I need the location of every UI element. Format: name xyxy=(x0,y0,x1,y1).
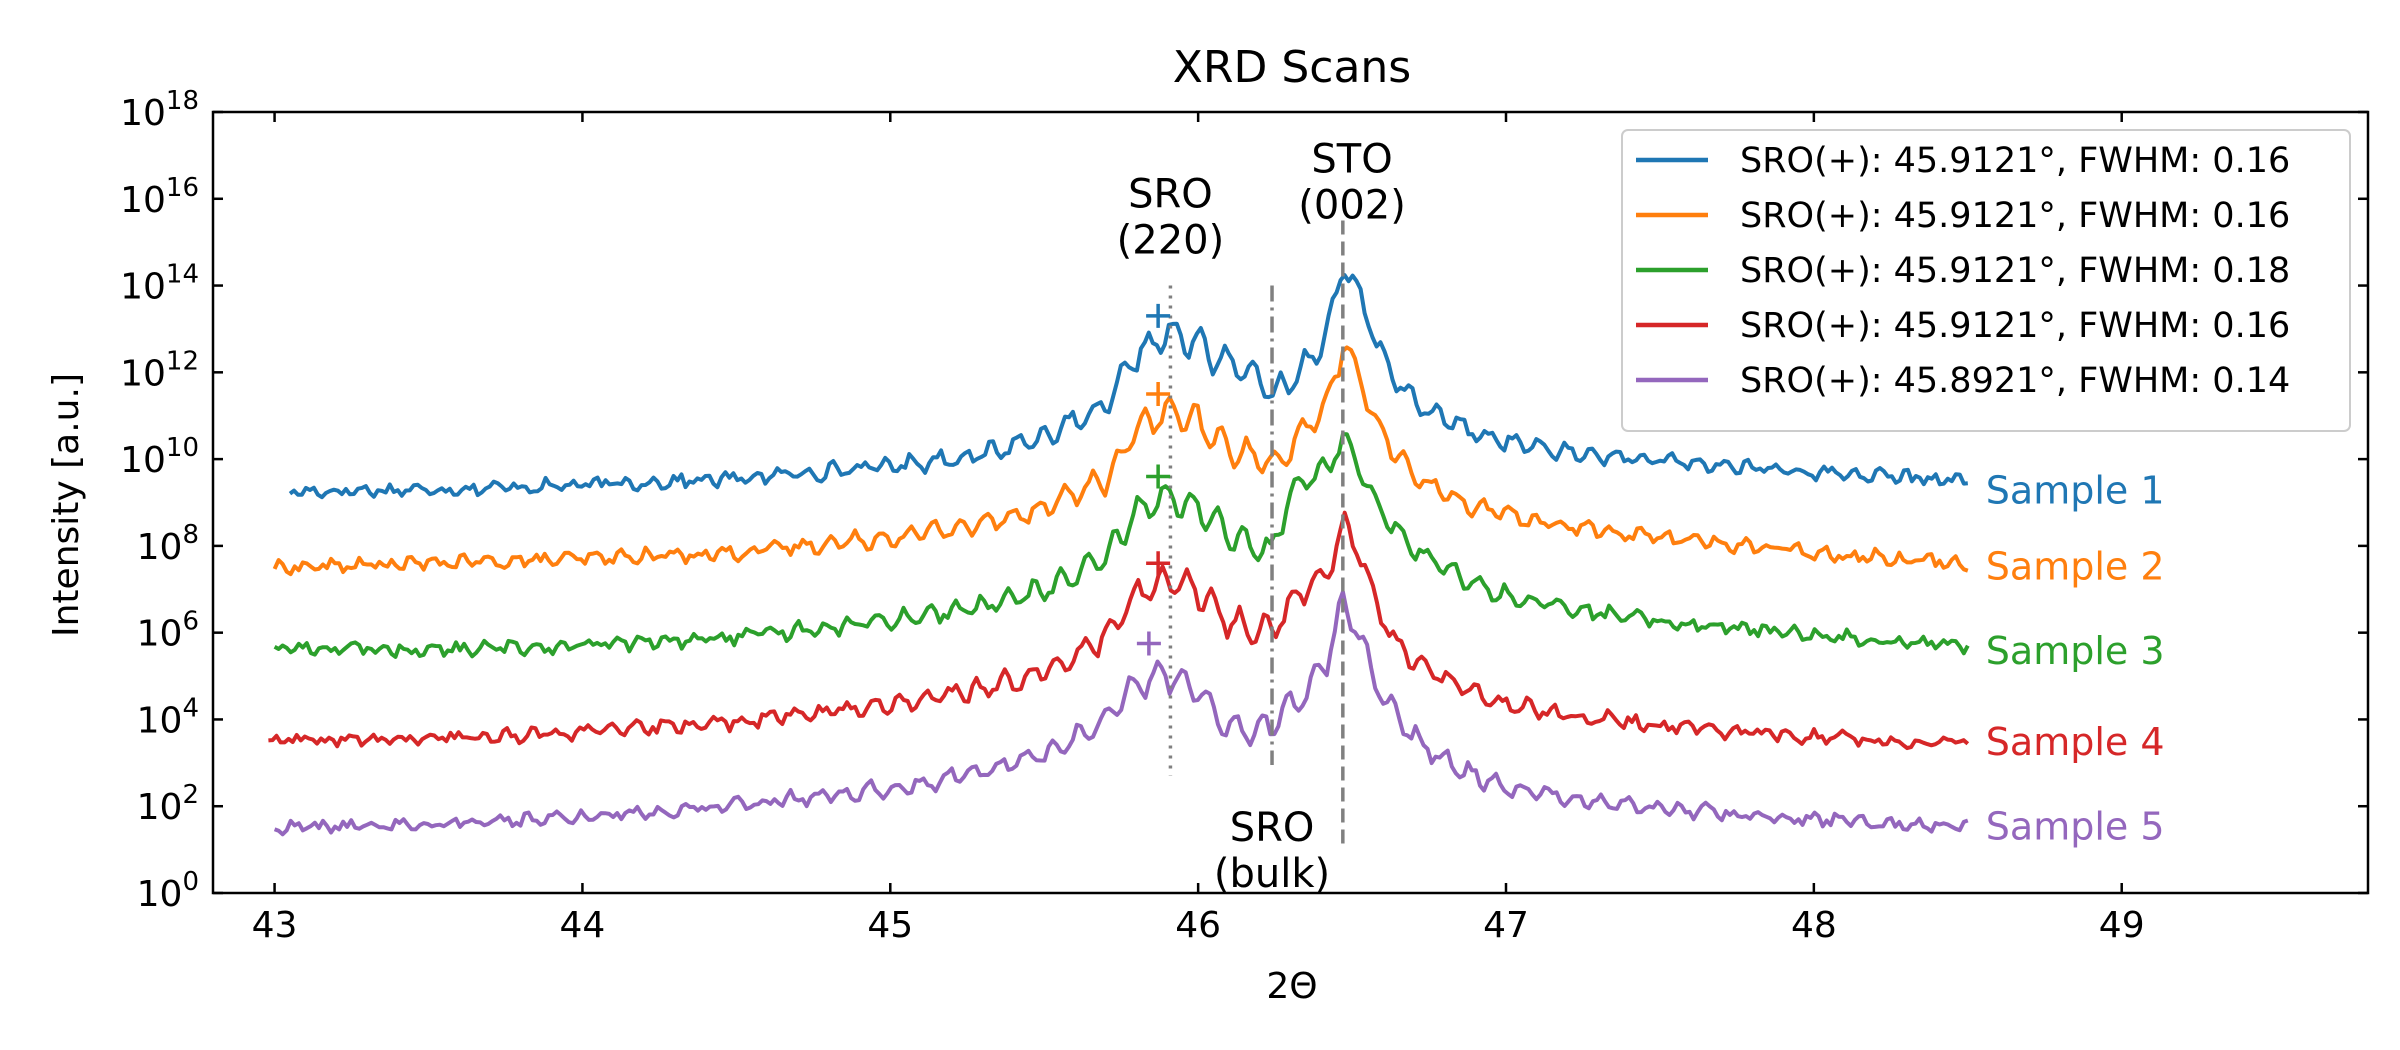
peak-markers xyxy=(1136,303,1171,656)
sample-labels: Sample 1 Sample 2 Sample 3 Sample 4 Sample 5 xyxy=(1986,468,2165,848)
x-axis-label: 2Θ xyxy=(1266,966,1317,1007)
legend-label: SRO(+): 45.9121°, FWHM: 0.16 xyxy=(1740,196,2290,236)
legend-label: SRO(+): 45.8921°, FWHM: 0.14 xyxy=(1740,361,2290,401)
x-tick-label: 44 xyxy=(560,905,606,946)
chart-title: XRD Scans xyxy=(1173,42,1411,93)
series-line xyxy=(288,273,1968,500)
legend-box xyxy=(1621,129,2351,432)
annotation-line: (bulk) xyxy=(1214,851,1330,897)
peak-annotation: SRO(220) xyxy=(1117,171,1225,263)
x-tick-label: 45 xyxy=(867,905,913,946)
peak-marker xyxy=(1136,631,1161,656)
sample-label: Sample 2 xyxy=(1986,544,2165,588)
sample-label: Sample 3 xyxy=(1986,629,2165,673)
series-line xyxy=(268,510,1970,751)
y-tick-label: 1018 xyxy=(120,86,199,134)
sample-label: Sample 4 xyxy=(1986,720,2165,764)
y-tick-label: 100 xyxy=(137,867,199,915)
y-tick-label: 1014 xyxy=(120,260,199,308)
y-tick-label: 104 xyxy=(137,693,199,741)
peak-annotation: SRO(bulk) xyxy=(1214,805,1330,897)
y-tick-label: 108 xyxy=(137,520,199,568)
annotation-line: STO xyxy=(1311,137,1392,183)
x-tick-label: 49 xyxy=(2099,905,2145,946)
peak-annotations: SRO(220)STO(002)SRO(bulk) xyxy=(1117,137,1406,897)
annotation-line: (002) xyxy=(1298,183,1406,229)
x-tick-label: 48 xyxy=(1791,905,1837,946)
series-line xyxy=(273,432,1970,659)
peak-marker xyxy=(1146,303,1171,328)
x-tick-label: 43 xyxy=(252,905,298,946)
x-tick-label: 46 xyxy=(1175,905,1221,946)
series-line xyxy=(272,345,1969,577)
y-axis-label: Intensity [a.u.] xyxy=(46,373,87,637)
peak-marker xyxy=(1146,551,1171,576)
axes xyxy=(211,110,2370,895)
legend-label: SRO(+): 45.9121°, FWHM: 0.18 xyxy=(1740,251,2290,291)
annotation-line: SRO xyxy=(1128,171,1213,217)
y-tick-label: 1010 xyxy=(120,433,199,481)
legend-label: SRO(+): 45.9121°, FWHM: 0.16 xyxy=(1740,306,2290,346)
series-line xyxy=(273,589,1969,837)
reference-lines xyxy=(1168,220,1345,850)
y-tick-label: 106 xyxy=(137,607,199,655)
peak-marker xyxy=(1146,464,1171,489)
x-tick-label: 47 xyxy=(1483,905,1529,946)
plot-frame xyxy=(211,110,2370,895)
legend-label: SRO(+): 45.9121°, FWHM: 0.16 xyxy=(1740,141,2290,181)
legend: SRO(+): 45.9121°, FWHM: 0.16 SRO(+): 45.9… xyxy=(1621,129,2351,432)
annotation-line: (220) xyxy=(1117,217,1225,263)
peak-annotation: STO(002) xyxy=(1298,137,1406,229)
peak-marker xyxy=(1146,382,1171,407)
y-tick-label: 1012 xyxy=(120,346,199,394)
annotation-line: SRO xyxy=(1230,805,1315,851)
sample-label: Sample 1 xyxy=(1986,468,2165,512)
data-traces xyxy=(268,273,1970,837)
y-tick-label: 102 xyxy=(137,780,199,828)
sample-label: Sample 5 xyxy=(1986,805,2165,849)
y-tick-label: 1016 xyxy=(120,173,199,221)
tick-labels: 43 44 45 46 47 48 49 100 102 104 106 108 1010 1012 101… xyxy=(120,86,2145,946)
